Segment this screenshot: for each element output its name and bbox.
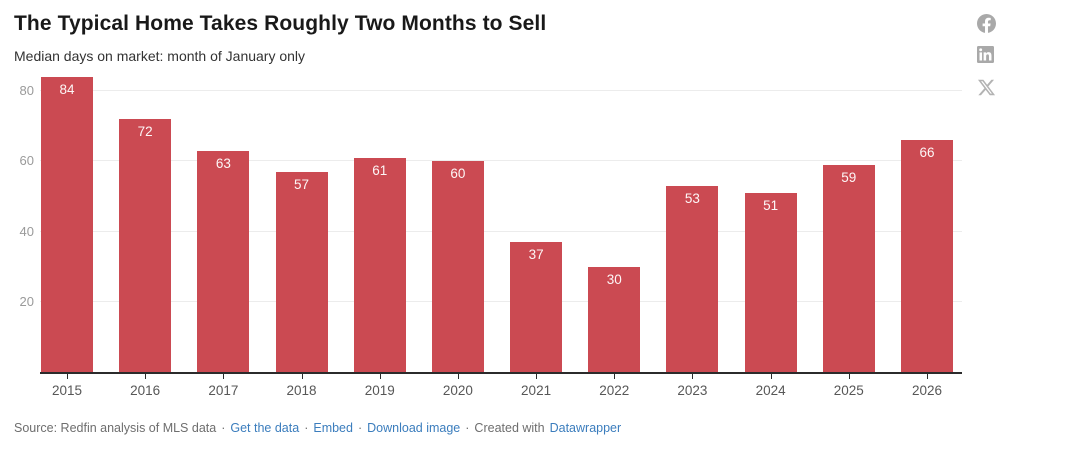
source-text: Source: Redfin analysis of MLS data (14, 421, 217, 435)
bar-2019: 61 (353, 157, 406, 372)
created-with-text: Created with (474, 421, 545, 435)
datawrapper-link[interactable]: Datawrapper (549, 421, 622, 435)
footer: Source: Redfin analysis of MLS data · Ge… (14, 421, 621, 435)
page-title: The Typical Home Takes Roughly Two Month… (14, 12, 547, 35)
separator: · (465, 421, 470, 435)
bar-2020: 60 (431, 161, 484, 372)
gridline (40, 300, 962, 302)
bar-2018: 57 (275, 171, 328, 372)
bar-2026: 66 (900, 140, 953, 372)
x-axis-tick (223, 374, 225, 379)
bar-value-label: 84 (59, 81, 75, 97)
x-axis-tick-label: 2022 (599, 383, 630, 398)
get-the-data-link[interactable]: Get the data (230, 421, 300, 435)
bar-2022: 30 (588, 266, 641, 372)
x-axis-tick-label: 2016 (130, 383, 161, 398)
x-axis-tick-label: 2025 (833, 383, 864, 398)
chart-subtitle: Median days on market: month of January … (14, 48, 306, 64)
bar-value-label: 53 (684, 190, 700, 206)
bar-value-label: 60 (450, 166, 466, 182)
gridline (40, 230, 962, 232)
x-axis-tick-label: 2024 (755, 383, 786, 398)
bar-value-label: 66 (919, 145, 935, 161)
embed-link[interactable]: Embed (313, 421, 353, 435)
bar-value-label: 51 (763, 197, 779, 213)
gridline (40, 160, 962, 162)
x-axis-tick (848, 374, 850, 379)
y-axis-tick-label: 40 (19, 223, 34, 239)
bar-value-label: 57 (294, 176, 310, 192)
gridline (40, 90, 962, 91)
linkedin-share-icon[interactable] (977, 46, 996, 65)
x-axis-tick (692, 374, 694, 379)
x-axis-tick-label: 2017 (208, 383, 239, 398)
bar-value-label: 59 (841, 169, 857, 185)
bar-2015: 84 (41, 76, 93, 372)
x-axis-tick-label: 2018 (286, 383, 317, 398)
plot-area: 20 40 60 80 84 2015 72 2016 63 2017 57 2018 61 2019 60… (20, 64, 962, 398)
separator: · (357, 421, 363, 435)
bar-value-label: 63 (215, 155, 231, 171)
separator: · (221, 421, 226, 435)
x-axis-tick-label: 2020 (442, 383, 473, 398)
x-axis-tick (301, 374, 303, 379)
bar-2016: 72 (119, 119, 172, 372)
y-axis-tick-label: 60 (19, 153, 34, 169)
x-axis-tick (770, 374, 772, 379)
share-toolbar (977, 14, 996, 97)
x-axis-tick (145, 374, 147, 379)
bar-2024: 51 (744, 192, 797, 372)
x-axis-tick-label: 2015 (51, 383, 83, 398)
x-axis-tick-label: 2021 (521, 383, 552, 398)
bar-value-label: 61 (372, 162, 388, 178)
bar-2021: 37 (510, 242, 563, 372)
x-axis-tick (457, 374, 459, 379)
facebook-share-icon[interactable] (977, 14, 996, 33)
bar-value-label: 72 (137, 124, 153, 140)
x-axis-tick (379, 374, 381, 379)
bar-2025: 59 (822, 164, 875, 372)
bar-value-label: 30 (606, 271, 622, 287)
x-axis-tick (614, 374, 616, 379)
x-axis-tick-label: 2023 (677, 383, 708, 398)
separator: · (304, 421, 309, 435)
bar-value-label: 37 (528, 247, 544, 263)
bar-2017: 63 (197, 150, 250, 372)
bar-2023: 53 (666, 185, 719, 372)
x-axis-tick (67, 374, 68, 379)
x-share-icon[interactable] (977, 78, 996, 97)
download-image-link[interactable]: Download image (367, 421, 461, 435)
x-axis-tick (536, 374, 538, 379)
x-axis-tick (926, 374, 928, 379)
x-axis-tick-label: 2026 (911, 383, 942, 398)
x-axis-tick-label: 2019 (364, 383, 395, 398)
y-axis-tick-label: 20 (19, 293, 34, 309)
y-axis-tick-label: 80 (19, 83, 34, 98)
